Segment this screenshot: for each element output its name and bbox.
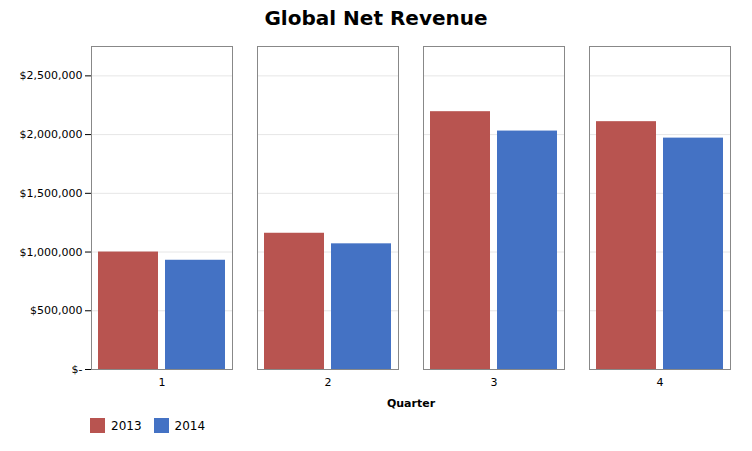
svg-text:Quarter: Quarter: [387, 397, 436, 410]
svg-text:4: 4: [657, 376, 664, 389]
svg-text:1: 1: [159, 376, 166, 389]
html-text:Global Net Revenue: Global Net Revenue: [264, 6, 488, 30]
svg-text:$500,000: $500,000: [30, 304, 83, 317]
svg-text:$1,500,000: $1,500,000: [20, 187, 83, 200]
svg-text:$2,500,000: $2,500,000: [20, 69, 83, 82]
html-text:2013: 2013: [111, 418, 142, 433]
svg-text:$2,000,000: $2,000,000: [20, 128, 83, 141]
svg-text:3: 3: [491, 376, 498, 389]
svg-text:$1,000,000: $1,000,000: [20, 246, 83, 259]
svg-text:$-: $-: [72, 363, 83, 376]
svg-text:2: 2: [325, 376, 332, 389]
html-text:2014: 2014: [174, 418, 206, 433]
